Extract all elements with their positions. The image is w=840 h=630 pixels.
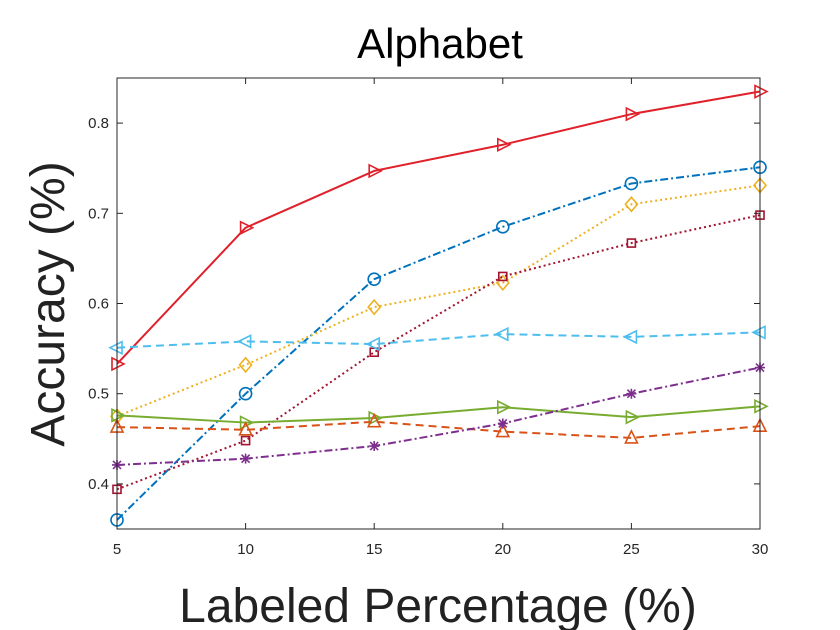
series-1-point (496, 137, 512, 153)
series-5-point (751, 325, 766, 340)
x-tick-label: 25 (623, 541, 640, 558)
series-7-line (116, 420, 761, 439)
x-tick-label: 20 (494, 541, 511, 558)
x-tick-label: 5 (113, 541, 121, 558)
series-1-line (116, 90, 761, 365)
series-3-point (624, 196, 639, 213)
series-8-line (116, 366, 761, 466)
series-7-point (238, 420, 253, 436)
series-5-point (622, 329, 638, 345)
series-3-point (238, 356, 253, 374)
series-5-point (494, 326, 509, 342)
series-5 (108, 325, 766, 355)
series-2-line (116, 166, 761, 521)
series-5-line (116, 331, 761, 349)
y-tick-label: 0.4 (88, 476, 109, 493)
series-1-point (111, 356, 126, 372)
series-2-point (624, 176, 639, 191)
series-6-point (111, 408, 126, 423)
series-6-point (754, 399, 769, 414)
series-3-line (116, 184, 761, 418)
x-tick-label: 10 (237, 541, 254, 558)
series-6-point (625, 409, 641, 425)
series-3-point (367, 298, 382, 316)
y-tick-label: 0.8 (88, 115, 109, 132)
y-tick-label: 0.5 (88, 386, 109, 403)
series-4-point (497, 271, 508, 282)
x-axis-label: Labeled Percentage (%) (179, 580, 697, 630)
plot-area (117, 78, 760, 529)
series-6-line (116, 405, 761, 424)
series-4-point (240, 435, 251, 446)
y-tick-label: 0.6 (88, 296, 109, 313)
series-2 (110, 160, 767, 527)
series-8-point (626, 388, 637, 399)
series-8-point (497, 418, 508, 429)
series-5-point (365, 336, 381, 352)
x-tick-label: 15 (366, 541, 383, 558)
series-2-point (238, 386, 253, 401)
series-7-point (624, 429, 639, 444)
series-1-point (368, 163, 383, 179)
series-8-point (369, 441, 380, 452)
series-1-point (625, 106, 641, 122)
axes-layer: 5 10 15 20 25 30 0.4 0.5 0.6 0.7 0.8 (88, 77, 769, 558)
x-tick-label: 30 (752, 541, 769, 558)
series-5-point (108, 340, 123, 355)
series-6-point (496, 399, 512, 415)
series-1-point (754, 84, 769, 99)
series-8-point (240, 453, 251, 464)
series-7-point (366, 412, 382, 428)
series-5-point (236, 334, 252, 349)
series-1 (111, 84, 769, 372)
series-1-point (239, 220, 255, 236)
series-2-point (495, 220, 510, 234)
series-7-point (495, 422, 511, 438)
series-2-point (367, 272, 382, 286)
chart-title: Alphabet (357, 20, 523, 67)
y-tick-label: 0.7 (88, 205, 109, 222)
y-axis-label: Accuracy (%) (22, 161, 75, 446)
series-4-point (626, 238, 637, 248)
